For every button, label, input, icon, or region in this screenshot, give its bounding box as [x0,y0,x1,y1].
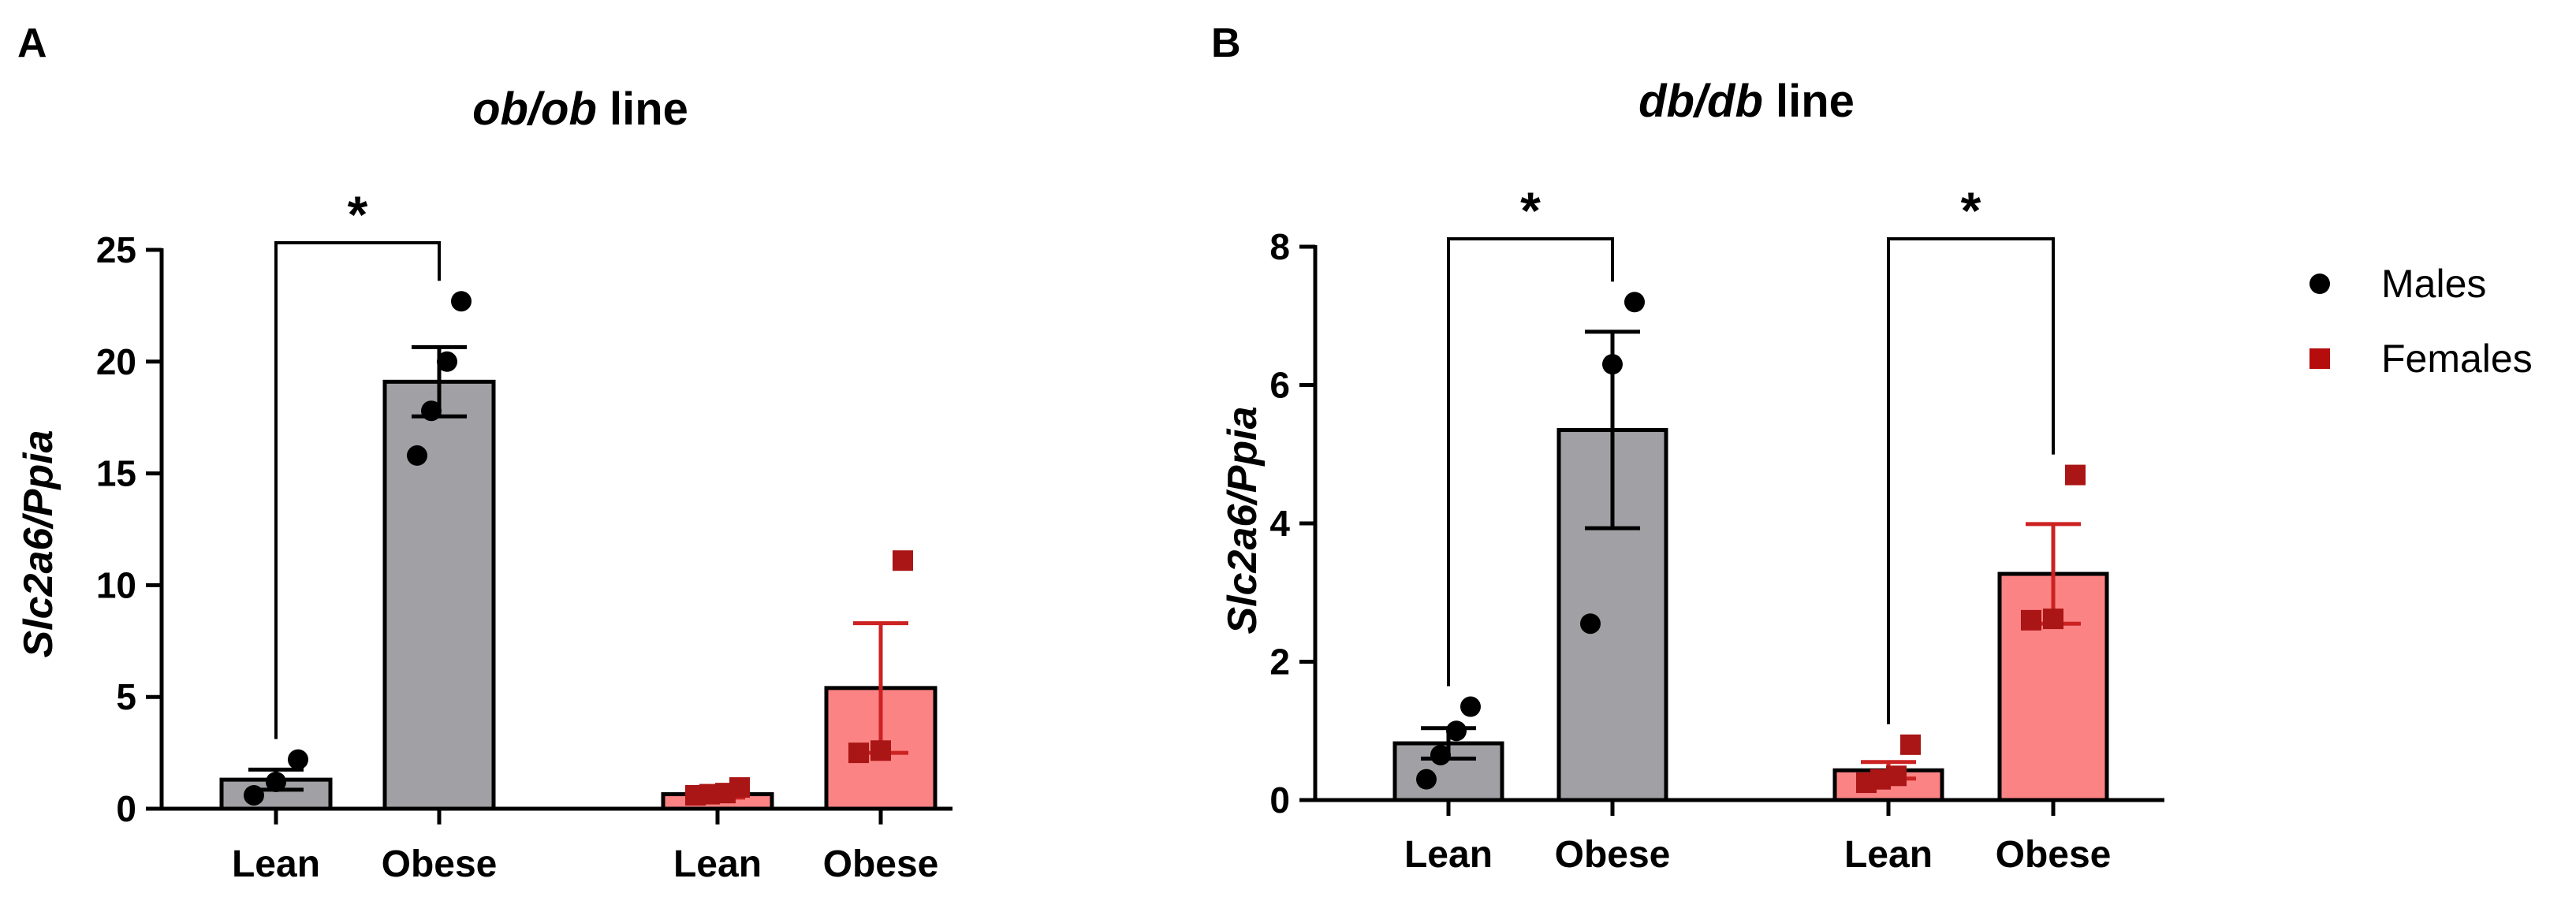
legend-females-marker [2309,348,2330,369]
panel-a-letter: A [17,20,47,66]
panel-a-y-axis-label: Slc2a6/Ppia [16,430,62,657]
panel-a-x-label-3: Lean [673,843,762,885]
panel-a-significance-star-1: * [348,185,368,244]
panel-b-x-label-1: Lean [1404,834,1493,876]
panel-a-y-tick-label-4: 20 [96,341,136,382]
panel-b-x-label-4: Obese [1996,834,2112,876]
panel-a-significance-bracket-1 [274,241,441,739]
panel-a-point-4-3 [893,550,913,571]
panel-b-significance-bracket-2 [1887,237,2055,724]
panel-a-point-4-2 [870,740,891,761]
panel-b-plot: 0 2 4 6 8 Lean Obese Lean Obese * * [1269,181,2164,876]
panel-a-y-tick-label-5: 25 [96,229,136,270]
panel-b-y-tick-label-3: 6 [1269,365,1290,406]
panel-a-point-1-1 [244,784,264,806]
panel-b-point-1-2 [1430,744,1451,765]
panel-b-x-label-2: Obese [1555,834,1671,876]
legend-females-label: Females [2381,337,2533,381]
panel-b-y-tick-label-2: 4 [1269,503,1290,544]
panel-a-y-tick-label-1: 5 [116,676,136,717]
panel-b-title-rest: line [1763,76,1855,127]
panel-b-title-italic: db/db [1638,76,1763,127]
panel-b-point-2-2 [1602,354,1623,375]
panel-a-point-2-1 [407,445,427,466]
panel-a-point-2-3 [437,351,457,372]
panel-b-y-tick-label-4: 8 [1269,226,1290,267]
panel-a-bar-2 [382,379,496,811]
panel-b-y-axis-label: Slc2a6/Ppia [1220,406,1266,634]
panel-b-significance-star-2: * [1961,181,1981,240]
panel-b-significance-star-1: * [1520,181,1541,240]
panel-b-point-4-3 [2065,464,2086,486]
panel-a-x-label-2: Obese [382,843,498,885]
panel-a-point-2-4 [451,291,472,312]
panel-a-x-label-1: Lean [232,843,320,885]
panel-b-point-4-1 [2021,609,2041,631]
panel-a-y-tick-label-0: 0 [116,788,136,829]
panel-a-plot: 0 5 10 15 20 25 Lean Obese Lean Obese * [96,185,952,885]
panel-b-y-tick-label-0: 0 [1269,780,1290,821]
panel-b-point-3-4 [1900,734,1921,755]
panel-b-point-2-1 [1580,613,1601,635]
panel-b-title: db/db line [1638,76,1855,127]
panel-b-point-1-1 [1416,769,1437,790]
panel-b-y-tick-label-1: 2 [1269,642,1290,683]
panel-b-significance-bracket-1 [1447,237,1614,687]
panel-a-title: ob/ob line [472,84,688,135]
panel-a-title-rest: line [597,84,688,135]
panel-b-point-4-2 [2043,609,2063,630]
panel-b-point-1-4 [1460,696,1481,717]
panel-a-point-2-2 [421,400,442,422]
panel-a-x-label-4: Obese [823,843,939,885]
panel-b-letter: B [1211,20,1241,66]
panel-b-x-label-3: Lean [1844,834,1933,876]
panel-b-point-2-3 [1624,292,1645,313]
legend-males-marker [2309,274,2330,294]
panel-a-y-tick-label-2: 10 [96,564,136,605]
panel-a-y-tick-label-3: 15 [96,453,136,494]
panel-a-point-3-4 [729,777,750,798]
legend-males-label: Males [2381,262,2486,306]
panel-b-point-1-3 [1446,720,1467,742]
panel-a-point-4-1 [848,743,869,764]
panel-a-title-italic: ob/ob [472,84,597,135]
panel-a-point-1-3 [288,749,308,770]
panel-b-point-3-3 [1886,765,1907,787]
panel-a-point-1-2 [266,771,286,792]
legend: Males Females [2309,262,2533,381]
